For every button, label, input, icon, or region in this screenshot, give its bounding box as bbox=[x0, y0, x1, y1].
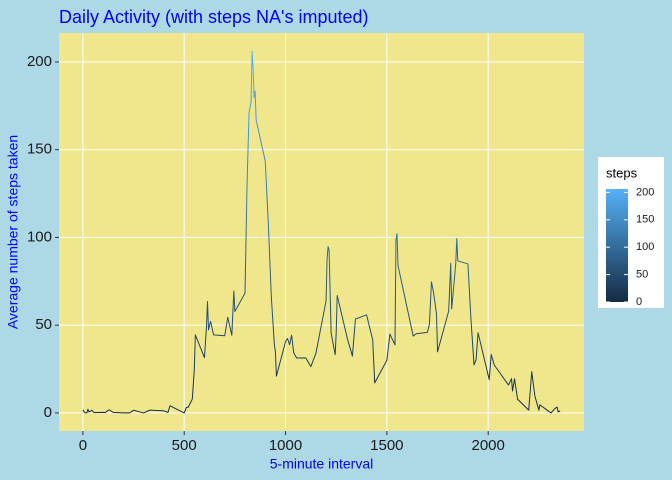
plot-panel bbox=[59, 33, 584, 431]
chart-title: Daily Activity (with steps NA's imputed) bbox=[59, 7, 369, 27]
y-tick-label: 0 bbox=[44, 404, 52, 421]
y-tick-label: 150 bbox=[27, 141, 52, 158]
y-tick-label: 100 bbox=[27, 228, 52, 245]
legend-colorbar bbox=[606, 189, 628, 302]
data-line bbox=[82, 50, 561, 414]
y-axis-title: Average number of steps taken bbox=[5, 135, 21, 329]
legend-tick-label: 0 bbox=[636, 296, 642, 308]
x-tick-label: 1000 bbox=[269, 437, 302, 454]
x-tick-label: 1500 bbox=[370, 437, 403, 454]
y-tick-label: 200 bbox=[27, 53, 52, 70]
x-axis-title: 5-minute interval bbox=[270, 456, 374, 472]
x-tick-label: 500 bbox=[172, 437, 197, 454]
legend-title: steps bbox=[606, 165, 638, 180]
y-tick-label: 50 bbox=[35, 316, 52, 333]
x-tick-label: 0 bbox=[79, 437, 87, 454]
legend-tick-label: 100 bbox=[636, 241, 654, 253]
legend-tick-label: 200 bbox=[636, 186, 654, 198]
legend-tick-label: 150 bbox=[636, 214, 654, 226]
legend-tick-label: 50 bbox=[636, 269, 648, 281]
x-tick-label: 2000 bbox=[472, 437, 505, 454]
